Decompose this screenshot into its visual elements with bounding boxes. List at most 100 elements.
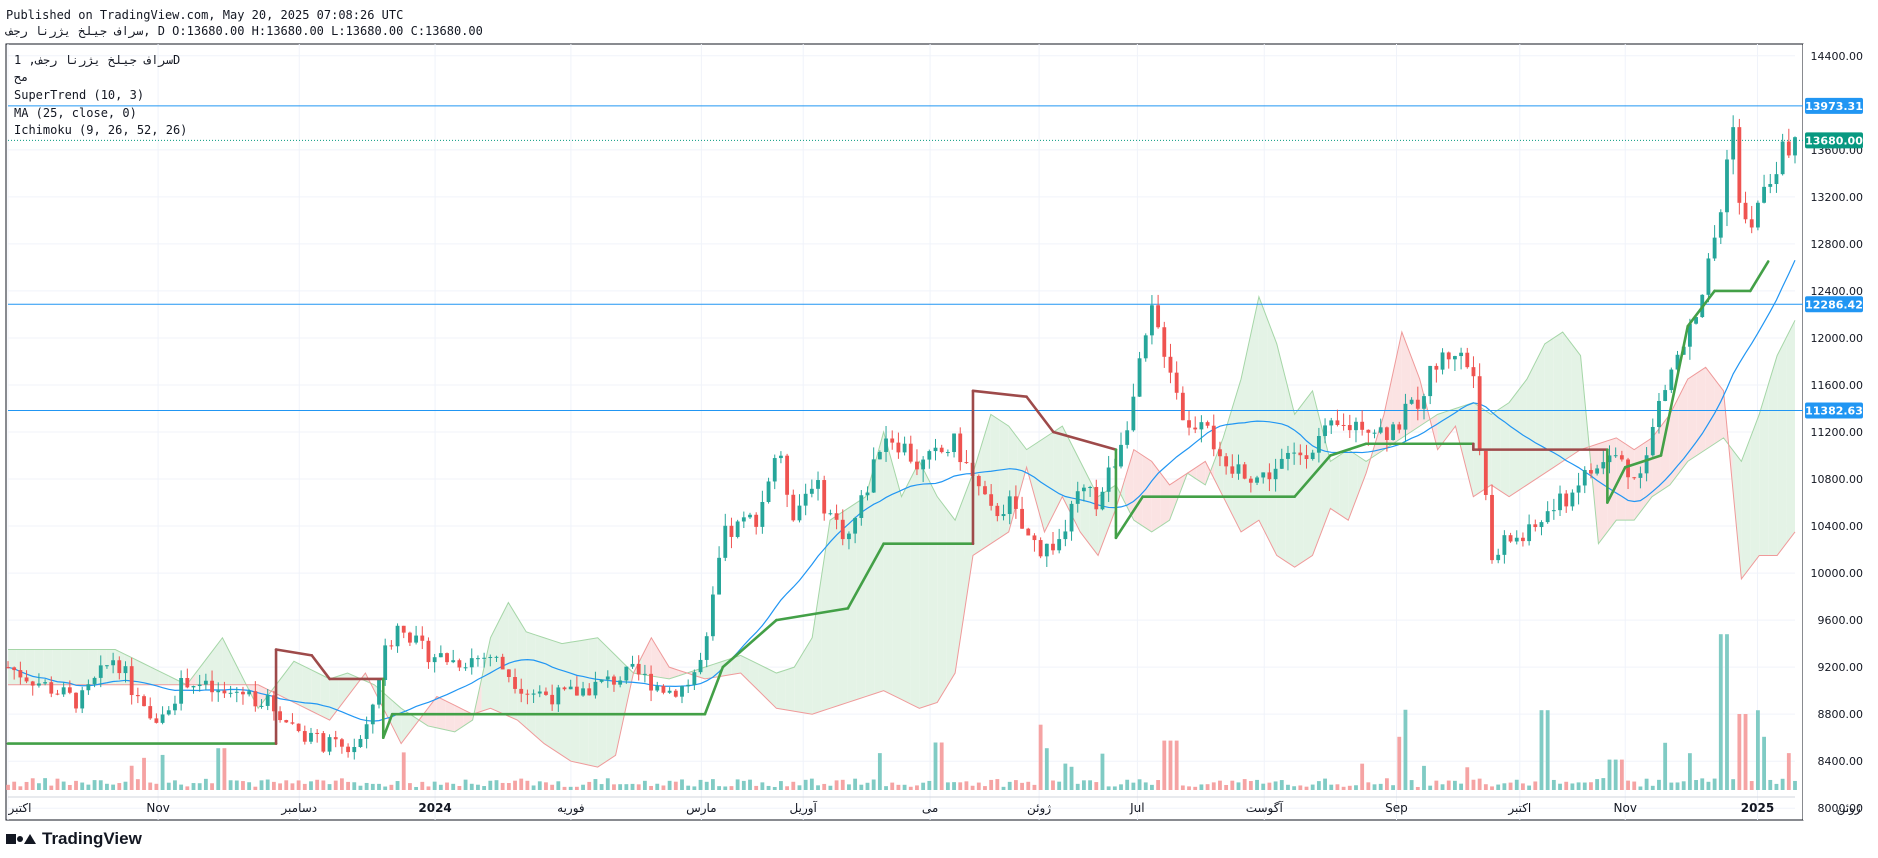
volume-bar — [612, 784, 616, 790]
volume-bar — [1106, 786, 1111, 790]
volume-bar — [1063, 763, 1068, 790]
cloud-segment — [1786, 320, 1795, 544]
x-tick-label: فوریه — [557, 801, 585, 816]
cloud-segment — [1535, 343, 1545, 480]
volume-bar — [710, 779, 715, 790]
candle-body — [1162, 327, 1167, 357]
volume-bar — [1069, 766, 1074, 790]
cloud-segment — [588, 637, 598, 768]
cloud-segment — [1339, 449, 1349, 521]
candle-body — [748, 514, 752, 518]
volume-bar — [1372, 784, 1377, 790]
supertrend-segment — [1659, 324, 1690, 457]
cloud-segment — [43, 649, 53, 685]
candle-body — [1564, 493, 1569, 507]
cloud-segment — [1258, 296, 1268, 538]
candle-body — [43, 682, 48, 684]
candle-body — [754, 514, 759, 527]
cloud-segment — [1357, 455, 1367, 497]
candle-body — [352, 747, 357, 753]
volume-bar — [309, 781, 313, 790]
candle-body — [1774, 174, 1779, 185]
candle-body — [1051, 543, 1055, 551]
cloud-segment — [1160, 473, 1170, 527]
cloud-segment — [821, 520, 831, 712]
candle-body — [1545, 511, 1550, 523]
last-price-label-bg — [1805, 132, 1863, 149]
candle-body — [1582, 470, 1587, 486]
price-label: 13973.31 — [1805, 100, 1863, 113]
supertrend-segment — [274, 648, 314, 657]
supertrend-line — [6, 260, 1770, 745]
candle-body — [432, 657, 437, 663]
volume-bar — [1675, 782, 1680, 790]
volume-bar — [902, 784, 907, 790]
volume-bar — [1211, 782, 1216, 790]
volume-bar — [302, 783, 307, 790]
candle-body — [1335, 420, 1340, 425]
cloud-segment — [1321, 426, 1331, 532]
legend-ma[interactable]: MA (25, close, 0) — [14, 106, 137, 120]
candle-body — [1422, 396, 1426, 409]
x-tick-label: آوریل — [790, 800, 818, 816]
cloud-segment — [1553, 332, 1563, 468]
candle-body — [1261, 472, 1266, 478]
volume-bar — [1100, 753, 1105, 790]
volume-bar — [1218, 780, 1222, 790]
candle-body — [1434, 365, 1439, 370]
cloud-segment — [1660, 414, 1670, 491]
candle-body — [760, 501, 765, 527]
candle-body — [1409, 399, 1414, 404]
candle-body — [61, 687, 66, 695]
volume-bar — [98, 780, 103, 790]
volume-bar — [1613, 759, 1618, 790]
volume-bar — [1681, 781, 1686, 790]
candle-body — [834, 513, 839, 520]
volume-bar — [1446, 780, 1451, 790]
legend-supertrend[interactable]: SuperTrend (10, 3) — [14, 88, 145, 102]
candle-body — [1150, 305, 1154, 336]
volume-bar — [451, 783, 456, 790]
candle-body — [525, 693, 530, 695]
volume-bar — [1663, 742, 1668, 790]
candle-body — [958, 433, 963, 463]
volume-bar — [463, 779, 468, 790]
candle-body — [1446, 352, 1451, 360]
y-tick-label: 9200.00 — [1818, 661, 1864, 674]
volume-bar — [970, 785, 975, 790]
legend-ichimoku[interactable]: Ichimoku (9, 26, 52, 26) — [14, 123, 188, 137]
volume-bar — [1558, 783, 1562, 790]
candle-body — [333, 737, 338, 740]
candle-body — [1533, 524, 1538, 528]
volume-bar — [1026, 781, 1031, 790]
tradingview-logo[interactable]: TradingView — [6, 829, 142, 849]
cloud-segment — [1017, 437, 1027, 500]
candle-body — [1663, 390, 1668, 401]
x-tick-label: اکتبر — [8, 801, 32, 816]
volume-bar — [1731, 779, 1736, 790]
candle-body — [871, 459, 876, 493]
candle-body — [1706, 258, 1711, 295]
candle-body — [1180, 392, 1185, 421]
y-tick-label: 10000.00 — [1811, 567, 1864, 580]
y-tick-label: 12000.00 — [1811, 332, 1864, 345]
y-tick-label: 11600.00 — [1811, 379, 1864, 392]
candle-body — [772, 458, 777, 482]
cloud-segment — [1241, 337, 1250, 532]
cloud-segment — [544, 637, 554, 750]
volume-bar — [599, 784, 604, 790]
supertrend-segment — [310, 654, 331, 681]
volume-bar — [55, 778, 60, 790]
candle-body — [377, 679, 381, 705]
candle-body — [488, 657, 493, 659]
cloud-segment — [168, 675, 178, 685]
supertrend-segment — [1686, 289, 1716, 328]
candle-body — [123, 666, 128, 674]
cloud-segment — [276, 673, 285, 699]
volume-bar — [92, 780, 97, 790]
volume-bar — [1774, 783, 1779, 790]
candle-body — [1100, 491, 1105, 510]
time-axis[interactable]: اکتبر Nov دسامبر 2024 فوریه مارس آوریل می ژوئن Ju… — [8, 796, 1861, 816]
candle-body — [1044, 543, 1049, 557]
